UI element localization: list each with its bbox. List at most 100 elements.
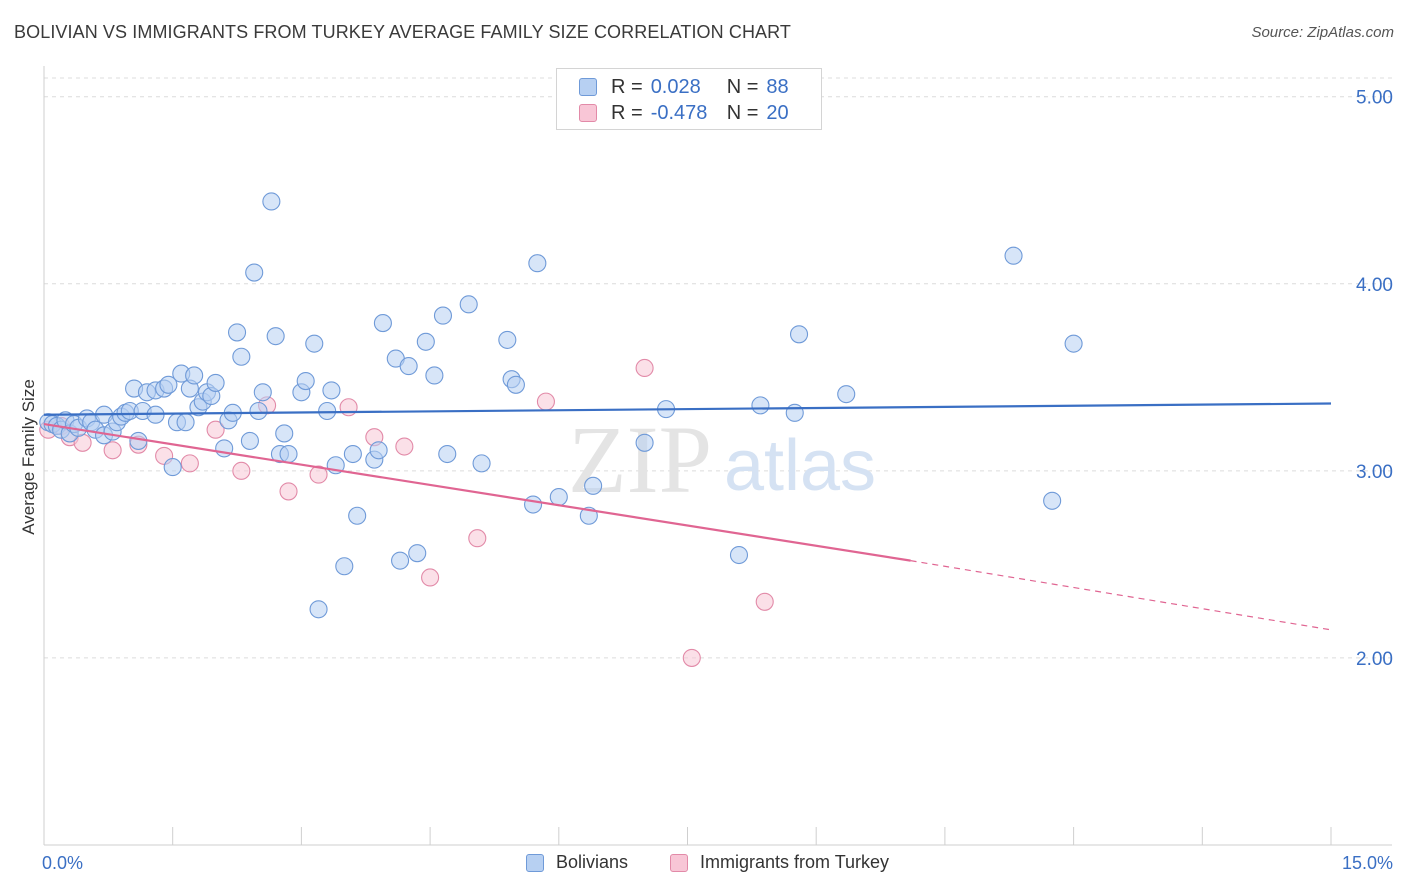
legend-swatch-bolivians [579,78,597,96]
point-bolivians [584,476,603,495]
trend-line-turkey-extension [910,560,1332,631]
bottom-legend-turkey[interactable]: Immigrants from Turkey [670,852,889,873]
bottom-legend-label: Bolivians [556,852,629,872]
legend: R = 0.028 N = 88 R = -0.478 N = 20 [556,68,822,130]
axes [43,66,1392,846]
y-tick-labels: 2.00 3.00 4.00 5.00 [1356,88,1393,670]
point-bolivians [262,192,281,211]
legend-r-label: R = [611,101,643,124]
legend-row-bolivians: R = 0.028 N = 88 [579,74,789,100]
point-bolivians [185,366,204,385]
legend-swatch-turkey [579,104,597,122]
chart-title: BOLIVIAN VS IMMIGRANTS FROM TURKEY AVERA… [14,22,792,42]
point-bolivians [549,487,568,507]
point-bolivians [318,401,337,421]
point-bolivians [785,403,804,422]
trend-line-turkey [43,422,911,562]
y-tick-label: 3.00 [1356,462,1393,483]
point-bolivians [279,444,298,464]
legend-r-value: 0.028 [650,75,701,98]
point-bolivians [635,433,654,452]
bottom-legend: Bolivians Immigrants from Turkey [0,852,1406,876]
point-bolivians [837,385,856,404]
point-bolivians [1043,491,1062,510]
bottom-legend-swatch-turkey [670,853,688,872]
legend-r-label: R = [611,75,643,98]
point-bolivians [399,357,418,376]
point-bolivians [309,600,328,619]
y-tick-label: 5.00 [1356,88,1393,109]
point-bolivians [528,254,547,273]
y-tick-label: 4.00 [1356,275,1393,296]
point-bolivians [335,557,354,576]
point-bolivians [498,330,517,349]
point-turkey [421,568,440,587]
legend-n-label: N = [726,101,759,124]
point-bolivians [206,373,225,392]
point-bolivians [348,506,367,525]
point-turkey [395,437,414,456]
point-turkey [635,358,654,378]
point-bolivians [322,381,341,400]
point-bolivians [373,314,392,333]
legend-n-value: 20 [766,101,789,124]
point-bolivians [751,396,770,415]
point-bolivians [506,375,525,394]
point-bolivians [459,295,478,314]
point-bolivians [240,431,259,450]
point-bolivians [729,545,749,565]
point-bolivians [369,441,388,460]
trend-line-bolivians [43,402,1332,416]
series-bolivians-points [39,192,1083,619]
point-turkey [468,529,487,548]
point-bolivians [253,383,272,402]
point-bolivians [305,334,324,353]
point-bolivians [343,444,362,464]
point-bolivians [425,366,444,385]
point-bolivians [275,424,294,443]
point-bolivians [159,375,178,394]
point-bolivians [266,327,285,346]
point-turkey [309,465,328,484]
legend-row-turkey: R = -0.478 N = 20 [579,100,789,126]
point-bolivians [232,347,251,366]
watermark-atlas: atlas [724,426,876,506]
point-bolivians [416,332,435,351]
y-axis-label: Average Family Size [19,379,38,535]
trend-lines [43,402,1332,631]
point-bolivians [391,551,410,570]
point-bolivians [249,401,268,421]
point-bolivians [163,458,182,477]
point-bolivians [433,306,453,325]
point-bolivians [408,544,427,563]
point-bolivians [1064,334,1083,353]
point-bolivians [472,454,491,473]
point-turkey [103,441,122,460]
point-turkey [755,592,774,611]
legend-r-value: -0.478 [650,101,708,124]
point-turkey [180,454,199,473]
point-turkey [232,461,251,480]
point-bolivians [296,372,315,391]
point-bolivians [789,325,809,344]
source-label: Source: ZipAtlas.com [1251,24,1394,41]
watermark: ZIP atlas [568,406,876,513]
point-bolivians [176,413,195,432]
bottom-legend-bolivians[interactable]: Bolivians [526,852,628,873]
point-bolivians [1004,246,1023,265]
point-bolivians [438,444,457,464]
legend-n-label: N = [726,75,759,98]
point-bolivians [524,495,543,514]
point-bolivians [228,323,247,342]
bottom-legend-swatch-bolivians [526,853,544,872]
y-tick-label: 2.00 [1356,649,1393,670]
point-turkey [279,482,298,501]
point-turkey [536,392,555,411]
bottom-legend-label: Immigrants from Turkey [700,852,890,872]
x-tick-min: 0.0% [42,853,83,873]
legend-n-value: 88 [766,75,789,98]
point-bolivians [245,263,264,282]
grid-lines [44,77,1392,659]
x-tick-max: 15.0% [1342,853,1393,873]
